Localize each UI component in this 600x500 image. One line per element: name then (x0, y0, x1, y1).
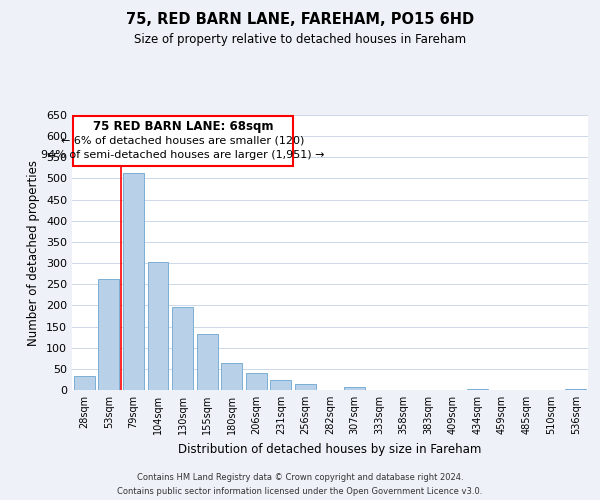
Bar (172, 306, 193, 390)
Bar (295, 384, 316, 390)
Bar (565, 389, 586, 390)
Text: Distribution of detached houses by size in Fareham: Distribution of detached houses by size … (178, 442, 482, 456)
Text: 75, RED BARN LANE, FAREHAM, PO15 6HD: 75, RED BARN LANE, FAREHAM, PO15 6HD (126, 12, 474, 28)
Bar (74, 376, 95, 390)
Text: Size of property relative to detached houses in Fareham: Size of property relative to detached ho… (134, 32, 466, 46)
FancyBboxPatch shape (73, 116, 293, 166)
Bar (467, 389, 488, 390)
Bar (123, 174, 144, 390)
Text: Contains HM Land Registry data © Crown copyright and database right 2024.: Contains HM Land Registry data © Crown c… (137, 472, 463, 482)
Text: ← 6% of detached houses are smaller (120): ← 6% of detached houses are smaller (120… (61, 136, 305, 146)
Bar (344, 386, 365, 390)
Bar (246, 373, 267, 390)
Text: 94% of semi-detached houses are larger (1,951) →: 94% of semi-detached houses are larger (… (41, 150, 325, 160)
Bar (197, 334, 218, 390)
Bar (271, 380, 292, 390)
Bar (148, 262, 169, 390)
Y-axis label: Number of detached properties: Number of detached properties (28, 160, 40, 346)
Text: 75 RED BARN LANE: 68sqm: 75 RED BARN LANE: 68sqm (93, 120, 274, 134)
Bar (98, 278, 119, 390)
Bar (221, 362, 242, 390)
Text: Contains public sector information licensed under the Open Government Licence v3: Contains public sector information licen… (118, 488, 482, 496)
